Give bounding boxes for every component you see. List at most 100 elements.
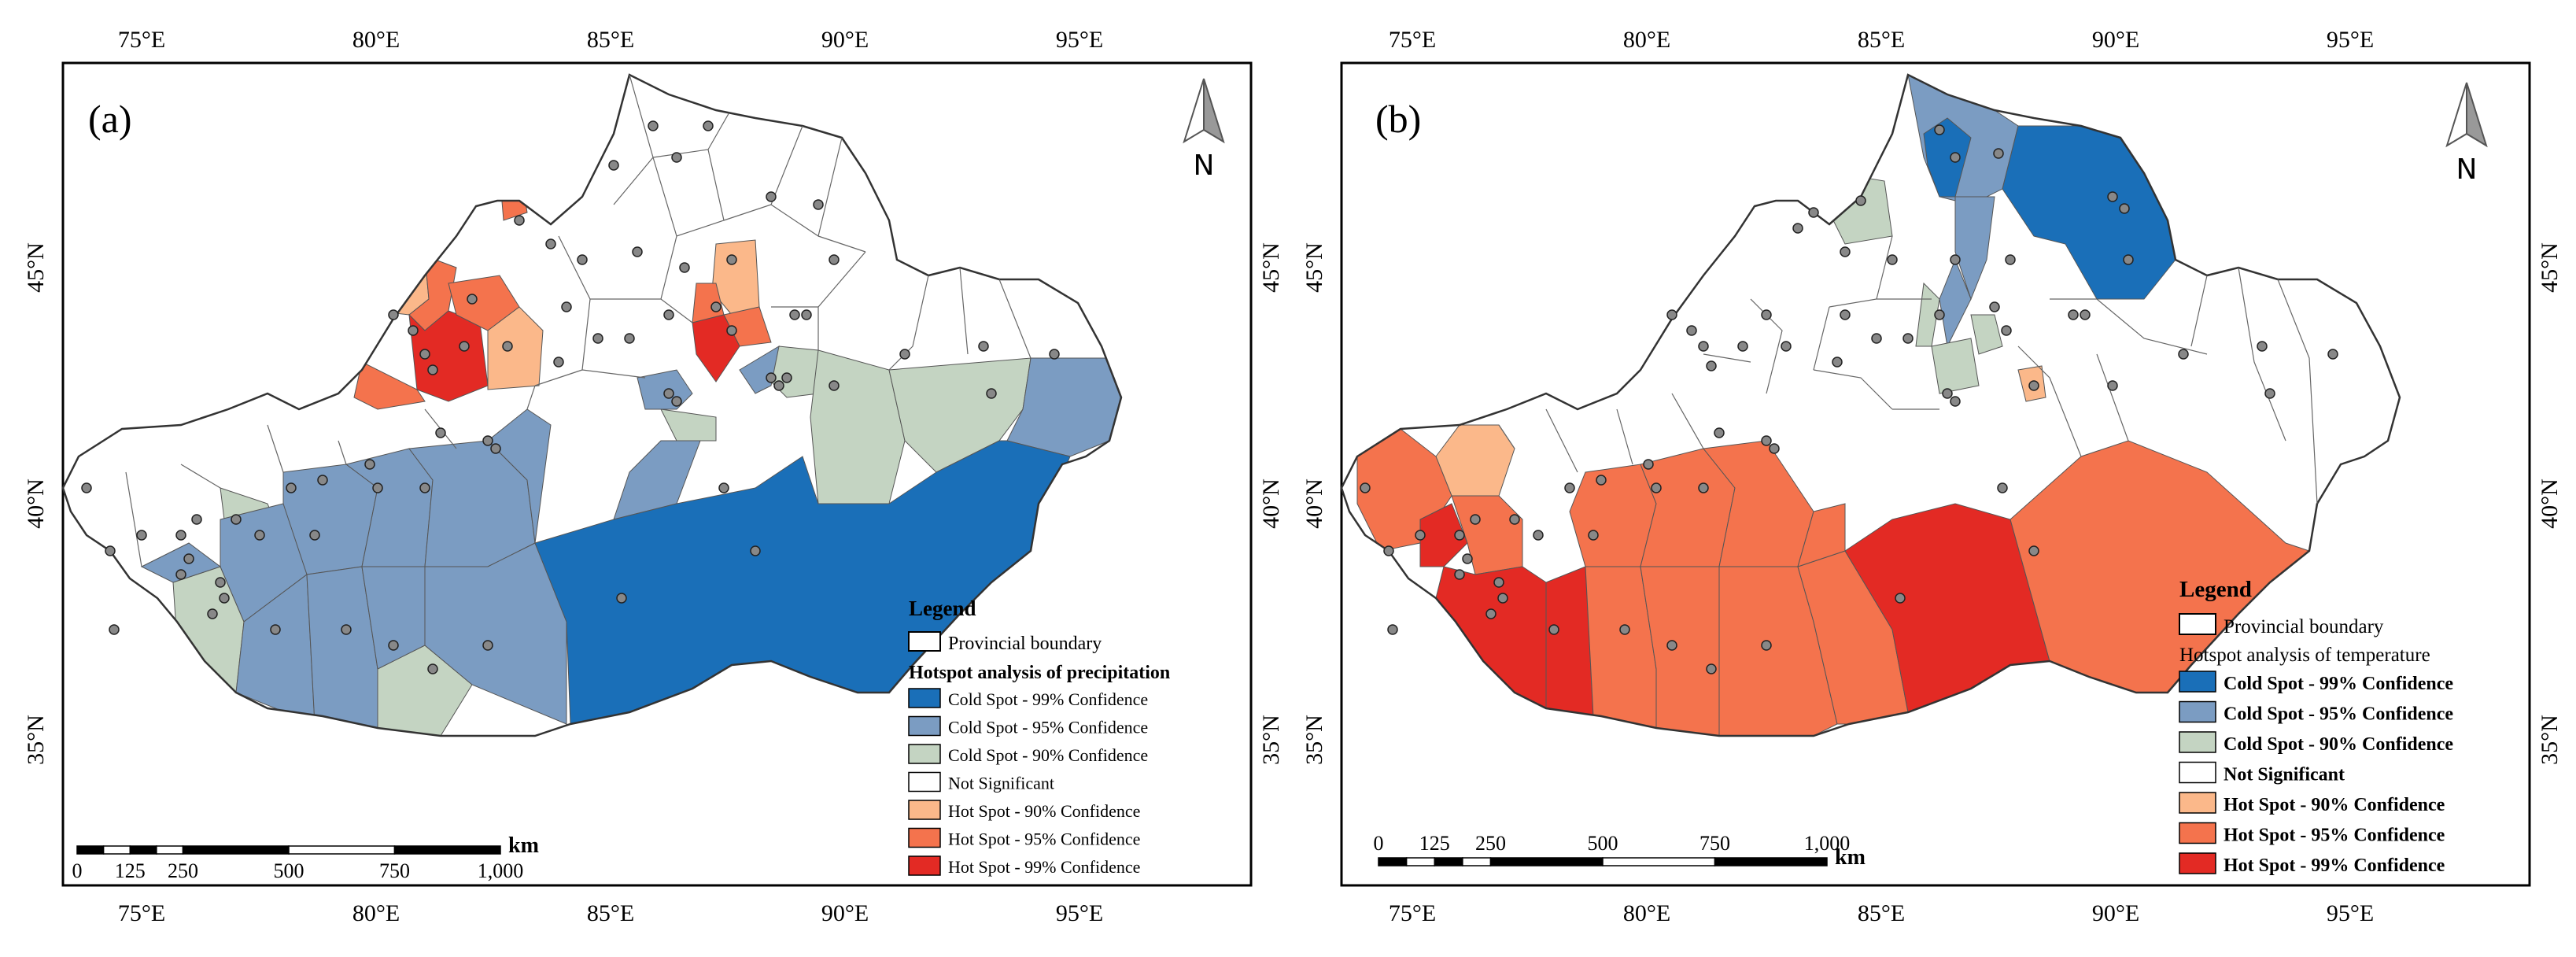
scale-bar-segment: [156, 845, 184, 855]
lon-tick-top: 85°E: [1858, 27, 1905, 53]
lon-tick-bottom: 95°E: [2327, 900, 2374, 926]
legend-swatch-hot90: [2179, 792, 2216, 814]
legend-swatch-cold95: [908, 715, 941, 737]
legend-title: Legend: [909, 597, 976, 620]
panel-label: (a): [88, 97, 132, 141]
legend-item-label: Cold Spot - 99% Confidence: [948, 689, 1148, 709]
scale-bar-segment: [182, 845, 290, 855]
legend-swatch-hot95: [908, 827, 941, 848]
legend: Legend Provincial boundary Hotspot analy…: [2179, 577, 2453, 876]
lat-tick-left: 35°N: [23, 715, 49, 765]
lon-tick-top: 95°E: [1056, 27, 1103, 53]
lat-tick-right: 40°N: [1258, 479, 1284, 529]
north-label: N: [2456, 153, 2478, 186]
north-label: N: [1194, 150, 1215, 182]
legend-boundary-label: Provincial boundary: [2224, 616, 2384, 637]
scale-bar-label: 750: [379, 859, 410, 882]
station-points: [1360, 124, 2338, 674]
polygon-hot95: [1569, 464, 1657, 567]
legend-swatch-cold99: [2179, 671, 2216, 693]
lon-tick-top: 80°E: [1623, 27, 1670, 53]
panel-a: 75°E 80°E 85°E 90°E 95°E 75°E 80°E 85°E …: [23, 27, 1284, 926]
polygon-hot99: [408, 310, 489, 402]
legend-swatch-hot90: [908, 800, 941, 820]
legend-item-label: Cold Spot - 95% Confidence: [2224, 704, 2453, 725]
scale-bar-segment: [1714, 857, 1828, 866]
lat-tick-right: 35°N: [1258, 715, 1284, 765]
panel-b: 75°E 80°E 85°E 90°E 95°E 75°E 80°E 85°E …: [1301, 27, 2563, 926]
lat-tick-right: 45°N: [1258, 242, 1284, 293]
legend-item-label: Cold Spot - 95% Confidence: [948, 718, 1148, 737]
lon-tick-bottom: 90°E: [821, 900, 869, 926]
lon-tick-top: 95°E: [2327, 27, 2374, 53]
legend-swatch-hot99: [908, 855, 941, 876]
scale-bar-label: 125: [1419, 832, 1450, 855]
lon-tick-top: 90°E: [2092, 27, 2139, 53]
scale-bar-segment: [1462, 857, 1492, 866]
legend-swatch-hot95: [2179, 822, 2216, 844]
legend-swatch-hot99: [2179, 852, 2216, 874]
lat-tick-left: 45°N: [23, 242, 49, 293]
region-map: [61, 73, 1123, 737]
lon-tick-bottom: 90°E: [2092, 900, 2139, 926]
lat-tick-right: 35°N: [2537, 715, 2563, 765]
scale-bar-label: 1,000: [478, 859, 524, 882]
scale-bar-segment: [1434, 857, 1463, 866]
legend-item-label: Cold Spot - 99% Confidence: [2224, 674, 2453, 694]
scale-bar-label: 500: [274, 859, 304, 882]
polygon-cold95: [1954, 196, 1995, 301]
scale-bar-label: 250: [168, 859, 198, 882]
lon-tick-top: 75°E: [118, 27, 165, 53]
lon-tick-top: 85°E: [587, 27, 634, 53]
north-arrow-icon: N: [1183, 78, 1225, 182]
polygon-cold90: [1931, 338, 1980, 394]
polygon-cold90: [660, 408, 717, 442]
legend-item-label: Hot Spot - 90% Confidence: [2224, 795, 2445, 815]
scale-bar-label: 0: [1374, 832, 1384, 855]
legend-boundary-label: Provincial boundary: [948, 634, 1102, 654]
scale-bar-label: 500: [1588, 832, 1618, 855]
polygon-cold95: [1939, 258, 1972, 348]
lon-tick-bottom: 80°E: [1623, 900, 1670, 926]
scale-bar-segment: [1602, 857, 1716, 866]
legend-swatch-ns: [908, 771, 941, 793]
lon-tick-bottom: 85°E: [1858, 900, 1905, 926]
lon-tick-bottom: 75°E: [118, 900, 165, 926]
legend-swatch-cold95: [2179, 700, 2216, 723]
lat-tick-left: 40°N: [23, 479, 49, 529]
north-arrow-icon: N: [2445, 82, 2488, 186]
lon-tick-bottom: 85°E: [587, 900, 634, 926]
polygon-cold95: [424, 542, 567, 725]
panel-label: (b): [1375, 97, 1421, 141]
station-points: [81, 120, 1060, 674]
legend-section-title: Hotspot analysis of temperature: [2179, 645, 2430, 666]
legend-title: Legend: [2179, 577, 2252, 602]
lon-tick-top: 80°E: [352, 27, 400, 53]
lat-tick-left: 45°N: [1301, 242, 1327, 293]
lon-tick-bottom: 75°E: [1389, 900, 1436, 926]
scale-bar-segment: [1489, 857, 1604, 866]
lon-tick-bottom: 95°E: [1056, 900, 1103, 926]
scale-bar-segment: [393, 845, 501, 855]
legend-item-label: Cold Spot - 90% Confidence: [2224, 734, 2453, 755]
scale-bar-label: 0: [72, 859, 83, 882]
lat-tick-right: 45°N: [2537, 242, 2563, 293]
legend-swatch-cold99: [908, 688, 941, 708]
legend-item-label: Not Significant: [948, 774, 1054, 793]
scale-bar-unit: km: [1835, 845, 1866, 870]
polygon-hot95: [1797, 503, 1846, 567]
scale-bar-label: 1,000: [1804, 832, 1851, 855]
scale-bar-label: 125: [115, 859, 146, 882]
legend: Legend Provincial boundary Hotspot analy…: [908, 597, 1170, 877]
legend-section-title: Hotspot analysis of precipitation: [909, 663, 1170, 683]
polygon-cold95: [140, 542, 222, 583]
legend-item-label: Cold Spot - 90% Confidence: [948, 745, 1148, 765]
scale-bar-label: 250: [1475, 832, 1506, 855]
lon-tick-bottom: 80°E: [352, 900, 400, 926]
lat-tick-left: 35°N: [1301, 715, 1327, 765]
lat-tick-left: 40°N: [1301, 479, 1327, 529]
polygon-cold95: [306, 566, 378, 729]
